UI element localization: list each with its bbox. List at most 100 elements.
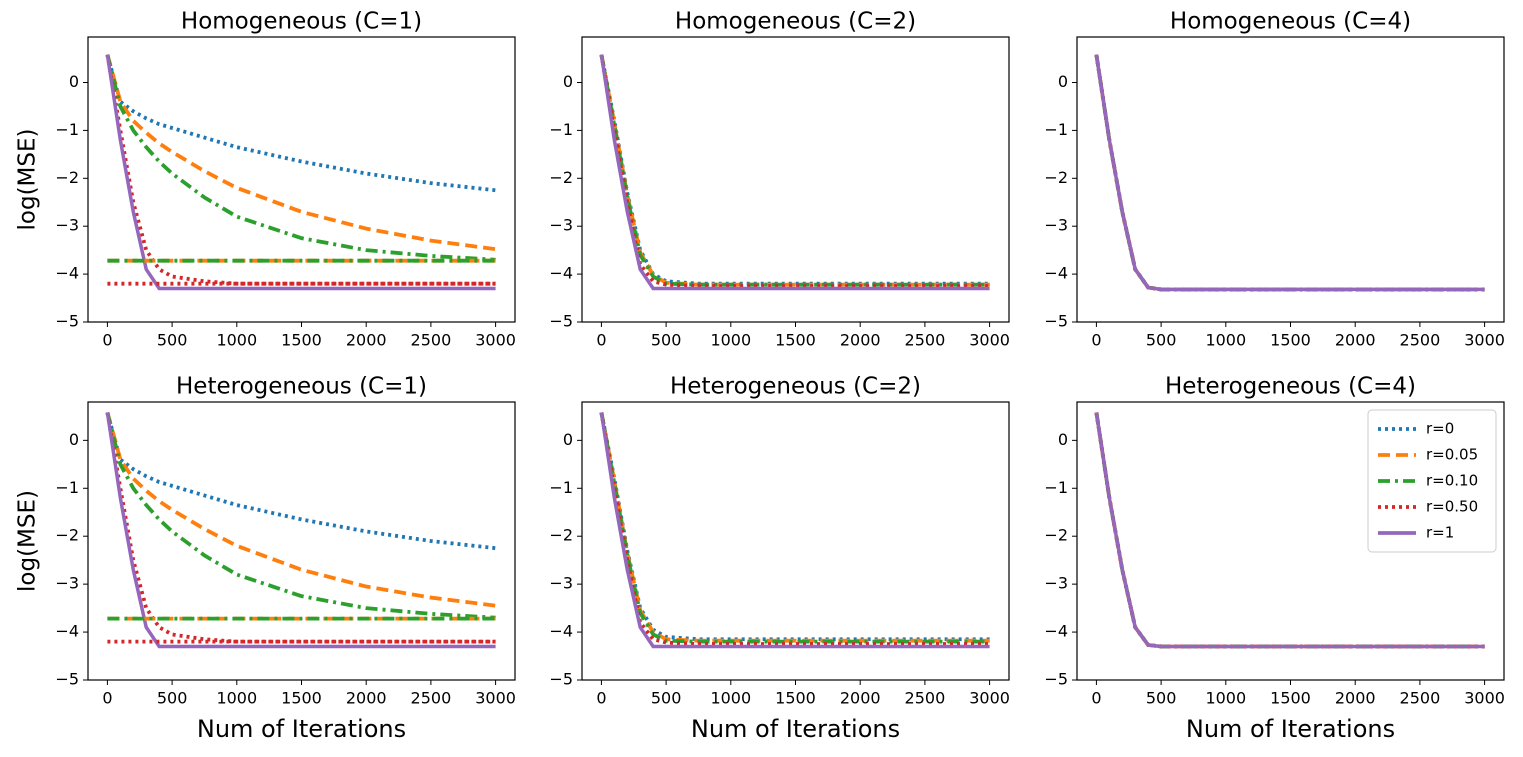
x-tick-label: 2000 <box>346 689 387 708</box>
plot-area <box>599 54 990 291</box>
x-tick-label: 0 <box>102 689 112 708</box>
x-tick-label: 1500 <box>775 689 816 708</box>
x-tick-label: 3000 <box>1464 689 1505 708</box>
chart-title: Homogeneous (C=1) <box>181 9 422 35</box>
x-tick-label: 3000 <box>475 331 516 350</box>
plot-area <box>105 54 496 291</box>
x-tick-label: 1000 <box>1205 689 1246 708</box>
series-line <box>1094 54 1485 292</box>
y-tick-label: −4 <box>549 622 573 641</box>
series-line <box>599 412 990 643</box>
legend-label: r=0.50 <box>1426 498 1478 516</box>
y-tick-label: 0 <box>1058 72 1068 91</box>
y-axis-label: log(MSE) <box>15 129 41 231</box>
x-tick-label: 1000 <box>1205 331 1246 350</box>
chart-title: Heterogeneous (C=2) <box>670 374 921 400</box>
x-tick-label: 3000 <box>969 331 1010 350</box>
y-tick-label: −5 <box>55 312 79 331</box>
y-tick-label: −4 <box>55 622 79 641</box>
y-tick-label: 0 <box>69 72 79 91</box>
x-tick-label: 0 <box>1091 331 1101 350</box>
x-tick-label: 1500 <box>1270 689 1311 708</box>
chart-title: Homogeneous (C=2) <box>675 9 916 35</box>
chart-title: Heterogeneous (C=1) <box>176 374 427 400</box>
series-line <box>105 412 496 644</box>
y-tick-label: −2 <box>55 526 79 545</box>
y-tick-label: −4 <box>55 264 79 283</box>
axes-frame <box>87 401 516 681</box>
y-tick-label: −2 <box>549 168 573 187</box>
x-tick-label: 1000 <box>216 331 257 350</box>
series-line <box>105 412 496 649</box>
y-tick-label: −5 <box>1044 670 1068 689</box>
series-line <box>599 54 990 291</box>
series-line <box>1094 54 1485 292</box>
y-tick-label: 0 <box>563 430 573 449</box>
plot-area <box>1094 412 1485 649</box>
y-tick-label: −5 <box>55 670 79 689</box>
x-axis-label: Num of Iterations <box>691 715 900 743</box>
y-tick-label: −5 <box>1044 312 1068 331</box>
y-axis-label: log(MSE) <box>15 490 41 592</box>
x-tick-label: 500 <box>1146 331 1177 350</box>
legend-label: r=0.05 <box>1426 446 1478 464</box>
axes-frame <box>581 401 1010 681</box>
y-tick-label: −5 <box>549 670 573 689</box>
series-line <box>105 412 496 608</box>
x-tick-label: 3000 <box>1464 331 1505 350</box>
x-tick-label: 0 <box>1091 689 1101 708</box>
plot-area <box>599 412 990 649</box>
x-tick-label: 2000 <box>1335 331 1376 350</box>
legend-label: r=0.10 <box>1426 472 1478 490</box>
series-line <box>1094 54 1485 292</box>
x-tick-label: 500 <box>157 689 188 708</box>
x-axis-label: Num of Iterations <box>197 715 406 743</box>
y-tick-label: −3 <box>55 574 79 593</box>
y-tick-label: −5 <box>549 312 573 331</box>
legend-box <box>1367 409 1497 553</box>
series-line <box>599 54 990 286</box>
series-line <box>1094 54 1485 292</box>
x-tick-label: 2500 <box>905 331 946 350</box>
axes-frame <box>1076 401 1505 681</box>
series-line <box>105 54 496 286</box>
y-tick-label: 0 <box>69 430 79 449</box>
y-tick-label: −2 <box>1044 168 1068 187</box>
y-tick-label: −1 <box>1044 120 1068 139</box>
x-tick-label: 1000 <box>710 331 751 350</box>
x-axis-label: Num of Iterations <box>1186 715 1395 743</box>
plot-area <box>105 412 496 649</box>
x-tick-label: 3000 <box>969 689 1010 708</box>
series-line <box>105 412 496 551</box>
chart-title: Homogeneous (C=4) <box>1170 9 1411 35</box>
y-tick-label: −1 <box>549 478 573 497</box>
y-tick-label: 0 <box>563 72 573 91</box>
y-tick-label: −4 <box>1044 622 1068 641</box>
legend-label: r=0 <box>1426 420 1454 438</box>
y-tick-label: −3 <box>1044 216 1068 235</box>
x-tick-label: 2500 <box>905 689 946 708</box>
x-tick-label: 500 <box>1146 689 1177 708</box>
x-tick-label: 1500 <box>281 689 322 708</box>
series-line <box>599 412 990 646</box>
x-tick-label: 2500 <box>411 331 452 350</box>
y-tick-label: 0 <box>1058 430 1068 449</box>
x-tick-label: 1500 <box>281 331 322 350</box>
x-tick-label: 0 <box>596 331 606 350</box>
series-line <box>599 412 990 644</box>
y-tick-label: −3 <box>1044 574 1068 593</box>
y-tick-label: −1 <box>55 478 79 497</box>
series-line <box>1094 412 1485 649</box>
y-tick-label: −2 <box>1044 526 1068 545</box>
y-tick-label: −3 <box>549 574 573 593</box>
x-tick-label: 2000 <box>840 689 881 708</box>
series-line <box>105 412 496 620</box>
legend-label: r=1 <box>1426 524 1454 542</box>
series-line <box>599 412 990 642</box>
y-tick-label: −3 <box>55 216 79 235</box>
x-tick-label: 2500 <box>1400 689 1441 708</box>
y-tick-label: −2 <box>549 526 573 545</box>
x-tick-label: 500 <box>651 689 682 708</box>
x-tick-label: 3000 <box>475 689 516 708</box>
